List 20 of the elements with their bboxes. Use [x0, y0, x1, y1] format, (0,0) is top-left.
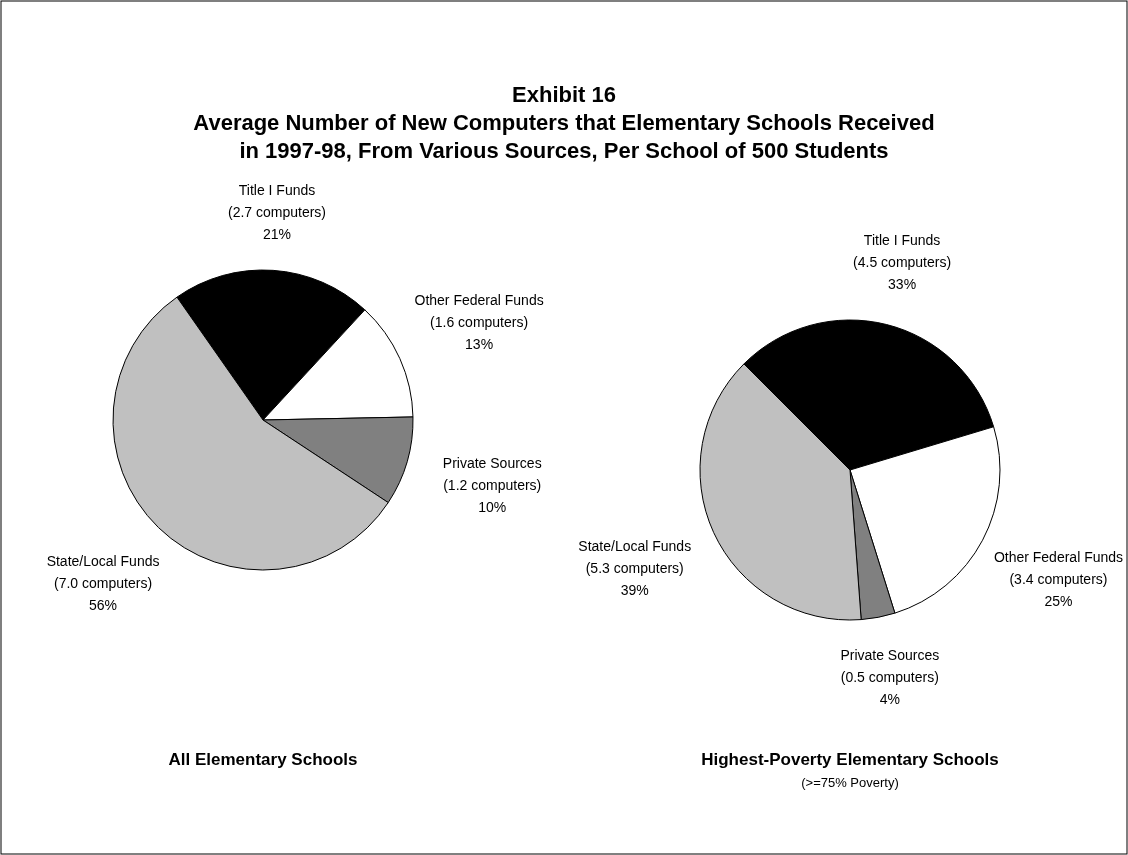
data-label: (0.5 computers) 4%: [840, 668, 939, 707]
text: Highest-Poverty Elementary Schools: [701, 750, 999, 769]
data-label: (3.4 computers) 25%: [1009, 571, 1108, 610]
chart-title: Exhibit 16 Average Number of New Computers that Elementary Schools Received in 1997-98, From Various Sources, Per School of 500 Students: [193, 82, 935, 163]
data-label: (1.2 computers) 10%: [443, 476, 542, 515]
slice-label: Other Federal Funds: [414, 291, 544, 308]
text: (>=75% Poverty): [801, 775, 899, 790]
slice-label: Title I Funds: [238, 181, 316, 198]
data-label: (5.3 computers) 39%: [585, 559, 684, 598]
slice-label: State/Local Funds: [46, 553, 160, 570]
slice-label: Other Federal Funds: [993, 549, 1124, 566]
slice-label: Private Sources: [840, 646, 940, 663]
data-label: (1.6 computers) 13%: [430, 313, 529, 352]
slice-label: Private Sources: [442, 454, 542, 471]
data-label: (2.7 computers) 21%: [228, 203, 327, 242]
slice-label: Title I Funds: [863, 231, 941, 248]
data-label: (7.0 computers) 56%: [54, 575, 153, 614]
slice-label: State/Local Funds: [578, 537, 692, 554]
data-label: (4.5 computers) 33%: [853, 253, 952, 292]
text: All Elementary Schools: [168, 750, 358, 769]
